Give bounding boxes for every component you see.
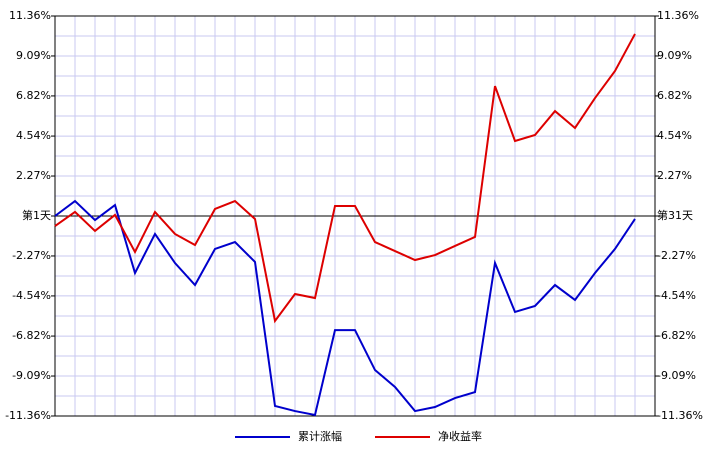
y-tick-label: 4.54% — [16, 129, 51, 142]
series-line — [54, 33, 636, 324]
y2-tick-label: 2.27% — [657, 169, 692, 182]
y-tick-label: 第1天 — [22, 208, 51, 222]
y2-tick-label: 4.54% — [657, 129, 692, 142]
y2-tick-label: -2.27% — [657, 249, 696, 262]
y-tick-label: -11.36% — [5, 409, 51, 422]
y-tick-label: 6.82% — [16, 89, 51, 102]
series-line — [54, 199, 636, 417]
y2-tick-label: 11.36% — [657, 9, 699, 22]
legend-label: 累计涨幅 — [298, 430, 342, 443]
y-tick-label: 2.27% — [16, 169, 51, 182]
y2-tick-label: 6.82% — [657, 89, 692, 102]
y-tick-label: -4.54% — [12, 289, 51, 302]
y-tick-label: 9.09% — [16, 49, 51, 62]
y-tick-label: -6.82% — [12, 329, 51, 342]
y-tick-label: -9.09% — [12, 369, 51, 382]
y2-tick-label: -9.09% — [657, 369, 696, 382]
y2-tick-label: 第31天 — [657, 208, 693, 222]
y-tick-label: 11.36% — [9, 9, 51, 22]
y2-tick-label: 9.09% — [657, 49, 692, 62]
y2-tick-label: -11.36% — [657, 409, 703, 422]
y2-tick-label: -4.54% — [657, 289, 696, 302]
y2-tick-label: -6.82% — [657, 329, 696, 342]
legend-label: 净收益率 — [438, 429, 482, 443]
y-tick-label: -2.27% — [12, 249, 51, 262]
